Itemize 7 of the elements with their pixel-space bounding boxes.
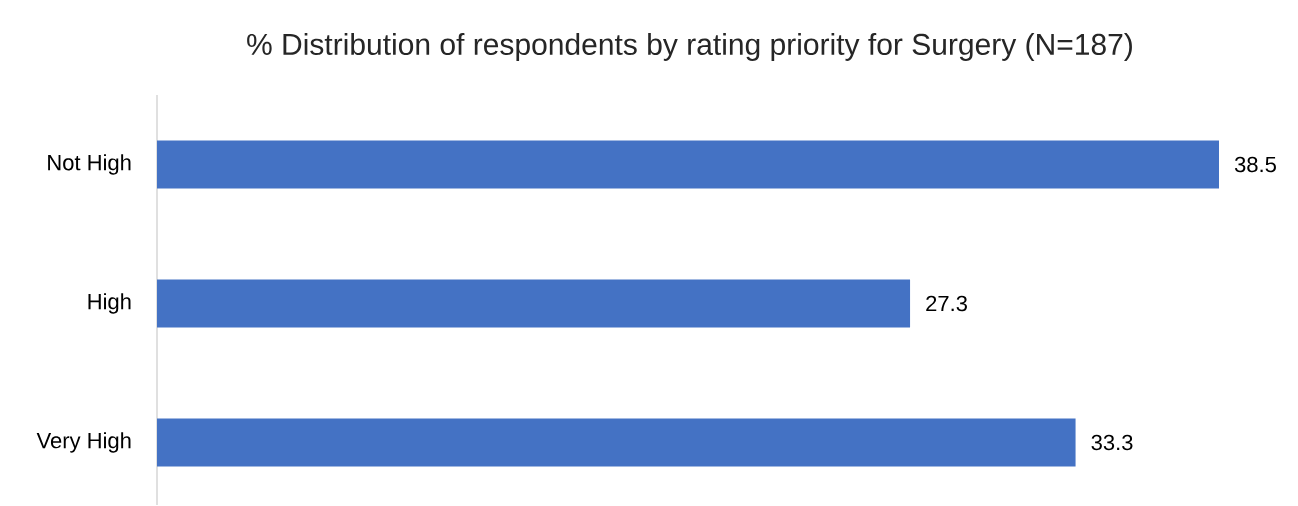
y-tick-label: Very High — [36, 432, 131, 453]
data-label: 33.3 — [1091, 434, 1133, 451]
y-tick-label: High — [88, 293, 131, 314]
data-label: 38.5 — [1234, 156, 1276, 173]
data-label: 27.3 — [926, 295, 967, 312]
chart-title: % Distribution of respondents by rating priority for Surgery (N=187) — [247, 33, 1132, 61]
y-tick-label: Not High — [48, 154, 131, 175]
